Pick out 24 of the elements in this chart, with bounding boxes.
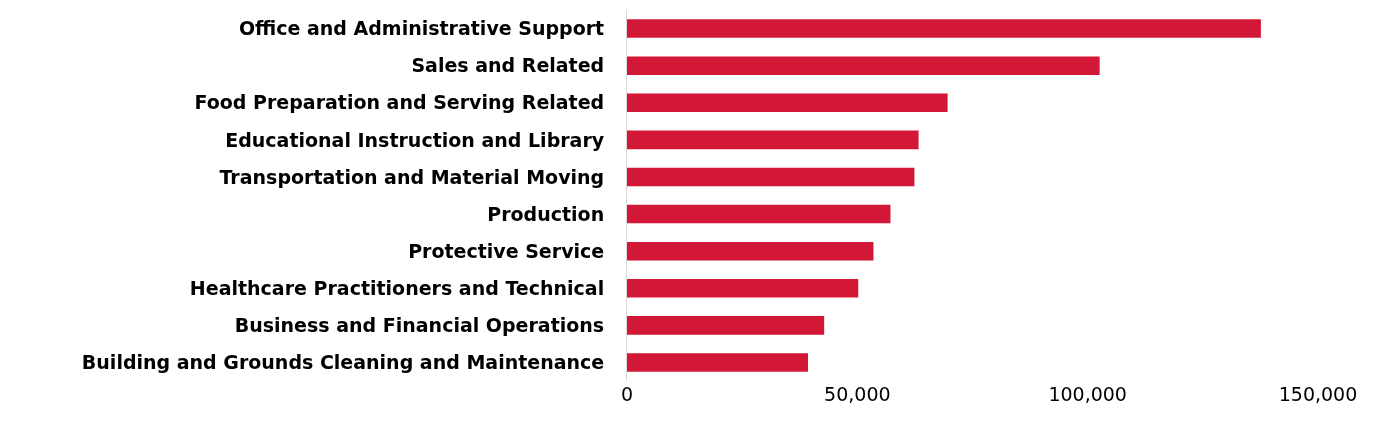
y-tick-label: Transportation and Material Moving (219, 165, 605, 188)
y-tick-label: Educational Instruction and Library (225, 128, 605, 151)
y-tick-label: Building and Grounds Cleaning and Maintenance (81, 351, 605, 374)
x-tick-label: 0 (620, 383, 634, 405)
bar (627, 278, 859, 298)
y-tick-label: Food Preparation and Serving Related (194, 91, 605, 114)
x-tick-label: 100,000 (1048, 383, 1127, 405)
y-tick-label: Business and Financial Operations (234, 314, 605, 336)
y-tick-label: Protective Service (408, 239, 605, 262)
bar (627, 56, 1100, 75)
bar (627, 93, 948, 113)
bar (627, 167, 915, 187)
bar (627, 353, 809, 372)
y-tick-label: Sales and Related (411, 54, 605, 77)
bar (627, 241, 874, 261)
y-tick-label: Production (487, 202, 605, 225)
x-tick-label: 150,000 (1278, 383, 1358, 405)
bar (627, 19, 1261, 38)
bar (627, 316, 825, 335)
bar (627, 204, 891, 224)
x-tick-label: 50,000 (824, 383, 891, 405)
bar (627, 130, 919, 150)
y-tick-label: Healthcare Practitioners and Technical (189, 276, 605, 299)
y-tick-label: Office and Administrative Support (238, 17, 605, 40)
